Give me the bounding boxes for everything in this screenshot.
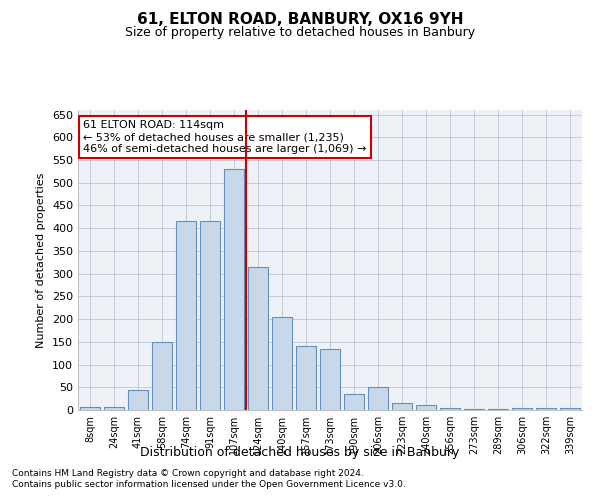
Text: Distribution of detached houses by size in Banbury: Distribution of detached houses by size … bbox=[140, 446, 460, 459]
Y-axis label: Number of detached properties: Number of detached properties bbox=[37, 172, 46, 348]
Bar bbox=[104, 407, 124, 410]
Bar bbox=[464, 408, 484, 410]
Text: 61 ELTON ROAD: 114sqm
← 53% of detached houses are smaller (1,235)
46% of semi-d: 61 ELTON ROAD: 114sqm ← 53% of detached … bbox=[83, 120, 367, 154]
Bar bbox=[80, 407, 100, 410]
Bar bbox=[272, 317, 292, 410]
Bar bbox=[416, 404, 436, 410]
Bar bbox=[320, 348, 340, 410]
Bar bbox=[512, 408, 532, 410]
Bar bbox=[152, 342, 172, 410]
Text: Size of property relative to detached houses in Banbury: Size of property relative to detached ho… bbox=[125, 26, 475, 39]
Bar bbox=[200, 222, 220, 410]
Bar bbox=[344, 394, 364, 410]
Bar bbox=[128, 390, 148, 410]
Bar bbox=[248, 267, 268, 410]
Bar bbox=[224, 169, 244, 410]
Bar bbox=[488, 409, 508, 410]
Bar bbox=[560, 408, 580, 410]
Bar bbox=[176, 222, 196, 410]
Text: 61, ELTON ROAD, BANBURY, OX16 9YH: 61, ELTON ROAD, BANBURY, OX16 9YH bbox=[137, 12, 463, 28]
Text: Contains public sector information licensed under the Open Government Licence v3: Contains public sector information licen… bbox=[12, 480, 406, 489]
Bar bbox=[368, 388, 388, 410]
Text: Contains HM Land Registry data © Crown copyright and database right 2024.: Contains HM Land Registry data © Crown c… bbox=[12, 468, 364, 477]
Bar bbox=[536, 408, 556, 410]
Bar bbox=[392, 403, 412, 410]
Bar bbox=[296, 346, 316, 410]
Bar bbox=[440, 408, 460, 410]
